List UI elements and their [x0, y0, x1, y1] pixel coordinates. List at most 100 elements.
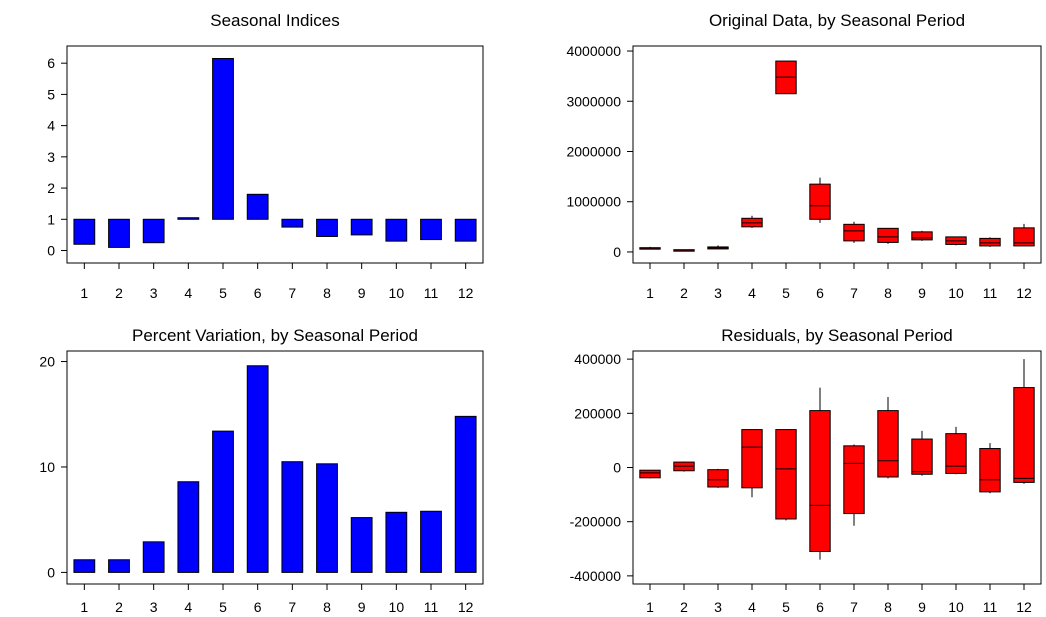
percent-variation-bar [212, 430, 234, 573]
original-data-y-tick-label: 3000000 [566, 93, 621, 109]
percent-variation-x-tick-label: 6 [254, 599, 262, 615]
seasonal-indices-x-tick-label: 9 [358, 285, 366, 301]
seasonal-indices-y-tick-label: 3 [47, 149, 55, 165]
seasonal-indices-y-tick-label: 2 [47, 180, 55, 196]
seasonal-indices-x-tick-label: 4 [184, 285, 192, 301]
original-data-box [979, 237, 1001, 247]
original-data-x-tick-label: 5 [782, 285, 790, 301]
percent-variation-x-tick-label: 12 [458, 599, 474, 615]
seasonal-indices-x-tick-label: 6 [254, 285, 262, 301]
percent-variation-y-tick-label: 0 [47, 564, 55, 580]
seasonal-indices-y-tick-label: 0 [47, 243, 55, 259]
seasonal-indices-x-tick-label: 12 [458, 285, 474, 301]
original-data-box [1013, 227, 1035, 247]
residuals-x-tick-label: 3 [714, 599, 722, 615]
percent-variation-plot-frame [66, 350, 484, 585]
percent-variation-x-tick-label: 11 [424, 599, 439, 615]
residuals-box [809, 410, 831, 552]
percent-variation-x-tick-label: 7 [288, 599, 296, 615]
residuals-x-tick-label: 12 [1016, 599, 1032, 615]
residuals-x-tick-label: 10 [948, 599, 964, 615]
percent-variation-x-tick-label: 3 [150, 599, 158, 615]
percent-variation-bar [420, 510, 442, 573]
seasonal-indices-y-tick-label: 4 [47, 118, 55, 134]
original-data-x-tick-label: 9 [918, 285, 926, 301]
residuals-x-tick-label: 4 [748, 599, 756, 615]
seasonal-indices-title: Seasonal Indices [210, 11, 339, 30]
seasonal-indices-bar [385, 218, 408, 242]
percent-variation-title: Percent Variation, by Seasonal Period [132, 326, 418, 345]
percent-variation-x-tick-label: 9 [358, 599, 366, 615]
original-data-y-tick-label: 4000000 [566, 43, 621, 59]
seasonal-indices-x-tick-label: 1 [80, 285, 88, 301]
percent-variation-y-tick-label: 20 [39, 354, 55, 370]
residuals-x-tick-label: 5 [782, 599, 790, 615]
residuals-x-tick-label: 7 [850, 599, 858, 615]
panel-percent-variation: Percent Variation, by Seasonal Period 0 10… [39, 326, 484, 615]
residuals-box [741, 429, 763, 489]
residuals-box [775, 429, 797, 520]
original-data-box [843, 223, 865, 242]
original-data-x-tick-label: 2 [680, 285, 688, 301]
residuals-x-tick-label: 1 [646, 599, 654, 615]
seasonal-indices-y-tick-label: 1 [47, 211, 55, 227]
residuals-box [843, 445, 865, 515]
residuals-box [911, 438, 933, 475]
percent-variation-x-tick-label: 5 [219, 599, 227, 615]
original-data-x-tick-label: 8 [884, 285, 892, 301]
residuals-x-tick-label: 8 [884, 599, 892, 615]
residuals-title: Residuals, by Seasonal Period [721, 326, 953, 345]
original-data-x-tick-label: 3 [714, 285, 722, 301]
seasonal-indices-y-tick-label: 5 [47, 86, 55, 102]
seasonal-indices-x-tick-label: 3 [150, 285, 158, 301]
percent-variation-bar [350, 517, 373, 573]
residuals-y-tick-label: -400000 [570, 568, 622, 584]
percent-variation-bar [142, 541, 165, 573]
original-data-box [809, 183, 831, 220]
original-data-y-tick-label: 1000000 [566, 194, 621, 210]
seasonal-indices-x-tick-label: 10 [389, 285, 405, 301]
residuals-box [979, 448, 1001, 493]
seasonal-indices-bar [281, 218, 304, 228]
seasonal-indices-x-tick-label: 7 [288, 285, 296, 301]
residuals-x-tick-label: 9 [918, 599, 926, 615]
residuals-x-tick-label: 6 [816, 599, 824, 615]
seasonal-indices-x-tick-label: 8 [323, 285, 331, 301]
percent-variation-bar [281, 461, 304, 573]
seasonal-indices-bar [246, 193, 269, 220]
seasonal-indices-bar [454, 218, 477, 242]
original-data-box [911, 231, 933, 241]
original-data-x-tick-label: 4 [748, 285, 756, 301]
seasonal-indices-x-tick-label: 11 [424, 285, 439, 301]
percent-variation-y-tick-label: 10 [39, 459, 55, 475]
original-data-plot-frame [632, 45, 1042, 264]
percent-variation-bar [385, 511, 408, 573]
seasonal-indices-bar [212, 57, 234, 220]
original-data-title: Original Data, by Seasonal Period [709, 11, 965, 30]
residuals-y-tick-label: 200000 [574, 405, 621, 421]
percent-variation-bar [177, 481, 200, 573]
residuals-x-tick-label: 2 [680, 599, 688, 615]
original-data-y-tick-label: 2000000 [566, 143, 621, 159]
percent-variation-bar [73, 559, 96, 573]
seasonal-indices-bar [316, 218, 338, 237]
original-data-x-tick-label: 1 [646, 285, 654, 301]
original-data-x-tick-label: 7 [850, 285, 858, 301]
seasonal-indices-bar [142, 218, 165, 244]
residuals-x-tick-label: 11 [983, 599, 998, 615]
percent-variation-bar [454, 415, 477, 573]
residuals-box [1013, 387, 1035, 483]
original-data-x-tick-label: 10 [948, 285, 964, 301]
percent-variation-x-tick-label: 8 [323, 599, 331, 615]
residuals-box [877, 410, 899, 478]
seasonal-indices-bar [108, 218, 130, 248]
residuals-y-tick-label: 400000 [574, 351, 621, 367]
seasonal-indices-y-tick-label: 6 [47, 55, 55, 71]
residuals-box [639, 469, 661, 479]
seasonal-indices-bar [350, 218, 373, 236]
residuals-box [707, 469, 729, 488]
residuals-y-tick-label: -200000 [570, 514, 622, 530]
seasonal-indices-bar [177, 217, 200, 220]
